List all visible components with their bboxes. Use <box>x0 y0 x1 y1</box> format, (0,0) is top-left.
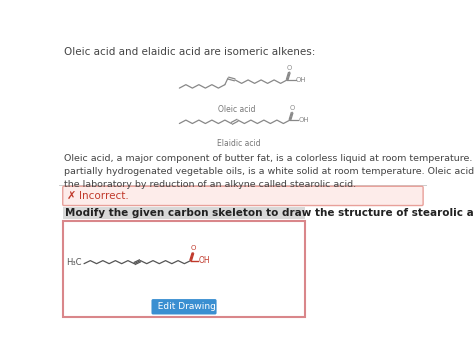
Text: Oleic acid, a major component of butter fat, is a colorless liquid at room tempe: Oleic acid, a major component of butter … <box>64 154 474 189</box>
Text: Oleic acid: Oleic acid <box>219 105 256 114</box>
FancyBboxPatch shape <box>63 207 305 219</box>
FancyBboxPatch shape <box>63 186 423 206</box>
Text: O: O <box>190 245 196 251</box>
Text: Elaidic acid: Elaidic acid <box>217 139 260 148</box>
Text: Incorrect.: Incorrect. <box>80 191 129 201</box>
Text: O: O <box>287 65 292 71</box>
Text: O: O <box>290 105 295 111</box>
Text: H₃C: H₃C <box>66 258 82 268</box>
FancyBboxPatch shape <box>63 221 305 317</box>
Text: OH: OH <box>299 117 310 123</box>
Text: Oleic acid and elaidic acid are isomeric alkenes:: Oleic acid and elaidic acid are isomeric… <box>64 47 315 57</box>
Text: Modify the given carbon skeleton to draw the structure of stearolic acid:: Modify the given carbon skeleton to draw… <box>65 208 474 218</box>
Text: Edit Drawing: Edit Drawing <box>152 302 216 311</box>
Text: ✗: ✗ <box>67 191 76 201</box>
Text: OH: OH <box>199 256 210 265</box>
FancyBboxPatch shape <box>152 299 217 315</box>
Text: OH: OH <box>296 77 307 83</box>
